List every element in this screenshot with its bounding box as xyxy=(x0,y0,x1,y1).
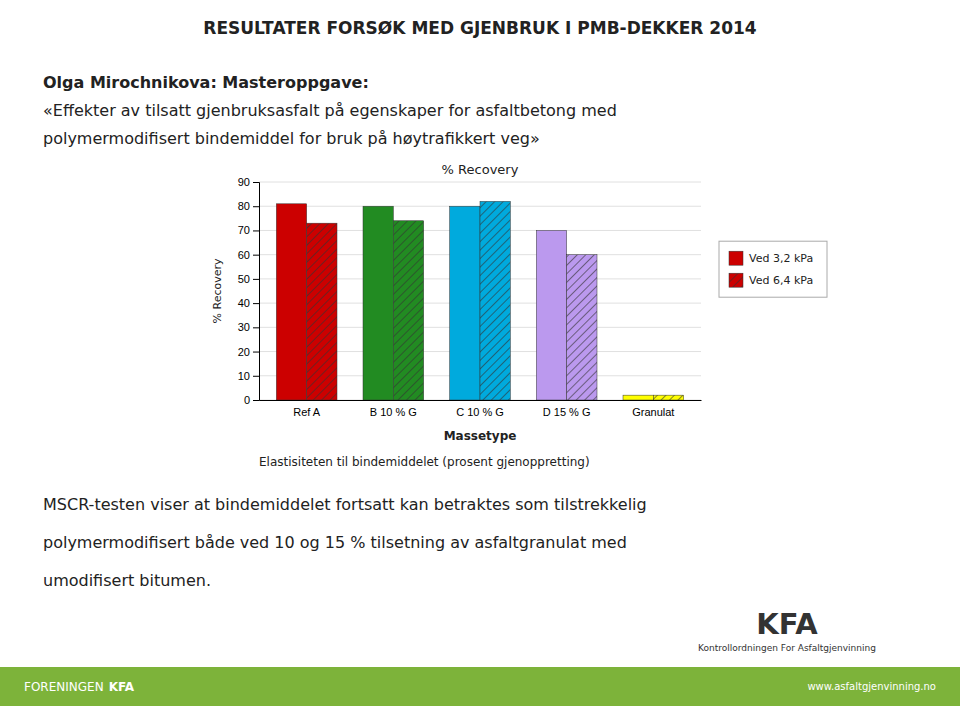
x-tick-label: C 10 % G xyxy=(456,406,504,418)
legend-swatch xyxy=(729,251,743,265)
y-tick-mark xyxy=(253,230,259,231)
bar xyxy=(276,204,306,400)
bar xyxy=(393,221,423,400)
x-tick-label: Granulat xyxy=(632,406,674,418)
x-tick: D 15 % G xyxy=(543,400,591,418)
y-tick: 0 xyxy=(244,394,259,406)
logo-subtext: Kontrollordningen For Asfaltgjenvinning xyxy=(698,643,876,653)
x-axis: Ref A B 10 % G C 10 % G D 15 % G Granulat xyxy=(260,400,702,418)
chart-page: RESULTATER FORSØK MED GJENBRUK I PMB-DEK… xyxy=(0,0,960,706)
y-tick-label: 70 xyxy=(238,224,250,236)
y-tick-label: 0 xyxy=(244,394,250,406)
grid xyxy=(259,182,701,400)
subtitle: «Effekter av tilsatt gjenbruksasfalt på … xyxy=(43,101,617,120)
y-tick: 20 xyxy=(238,346,259,358)
bar xyxy=(623,395,653,400)
x-axis-title: Massetype xyxy=(444,429,517,443)
x-tick-label: B 10 % G xyxy=(370,406,417,418)
legend-item: Ved 3,2 kPa xyxy=(729,251,813,265)
logo-text: KFA xyxy=(756,607,818,641)
legend-item: Ved 6,4 kPa xyxy=(729,273,813,287)
legend-label: Ved 6,4 kPa xyxy=(749,274,813,287)
y-tick-mark xyxy=(253,255,259,256)
y-tick-mark xyxy=(253,206,259,207)
y-tick: 60 xyxy=(238,249,259,261)
y-tick-label: 50 xyxy=(238,273,250,285)
y-tick: 40 xyxy=(238,297,259,309)
x-tick-label: Ref A xyxy=(293,406,321,418)
y-tick-mark xyxy=(253,279,259,280)
chart-title: % Recovery xyxy=(442,162,519,177)
caption: Elastisiteten til bindemiddelet (prosent… xyxy=(259,455,590,469)
y-tick: 90 xyxy=(238,176,259,188)
footer-right: www.asfaltgjenvinning.no xyxy=(807,681,936,692)
y-tick-label: 40 xyxy=(238,297,250,309)
legend-swatch xyxy=(729,273,743,287)
y-tick: 50 xyxy=(238,273,259,285)
y-axis: 0 10 20 30 40 50 60 70 80 90 xyxy=(238,176,260,406)
subtitle: Olga Mirochnikova: Masteroppgave: xyxy=(43,73,369,92)
y-tick-label: 80 xyxy=(238,200,250,212)
bar xyxy=(450,206,480,400)
y-tick: 30 xyxy=(238,321,259,333)
y-tick-label: 60 xyxy=(238,249,250,261)
footer-left: FORENINGEN KFA xyxy=(24,680,135,694)
bar xyxy=(307,223,337,400)
bar xyxy=(567,255,597,400)
x-tick-label: D 15 % G xyxy=(543,406,591,418)
legend-label: Ved 3,2 kPa xyxy=(749,252,813,265)
y-tick: 70 xyxy=(238,224,259,236)
bars xyxy=(276,201,683,400)
grid-line xyxy=(259,182,701,183)
body-text: polymermodifisert både ved 10 og 15 % ti… xyxy=(43,533,627,552)
body-text: umodifisert bitumen. xyxy=(43,571,211,590)
y-tick: 10 xyxy=(238,370,259,382)
bar xyxy=(653,395,683,400)
body-text: MSCR-testen viser at bindemiddelet forts… xyxy=(43,495,647,514)
plot: 0 10 20 30 40 50 60 70 80 90 Ref A B 10 % G C 10 % G… xyxy=(211,162,702,443)
y-tick-mark xyxy=(253,352,259,353)
footer: FORENINGEN KFA www.asfaltgjenvinning.no xyxy=(0,667,960,706)
y-tick-label: 90 xyxy=(238,176,250,188)
y-tick-mark xyxy=(253,303,259,304)
y-axis-line xyxy=(253,183,260,401)
legend: Ved 3,2 kPa Ved 6,4 kPa xyxy=(719,241,827,297)
title: RESULTATER FORSØK MED GJENBRUK I PMB-DEK… xyxy=(203,18,756,38)
bar xyxy=(480,201,510,400)
y-tick-label: 30 xyxy=(238,321,250,333)
y-tick-label: 20 xyxy=(238,346,250,358)
y-tick-label: 10 xyxy=(238,370,250,382)
x-tick: Granulat xyxy=(632,400,674,418)
x-tick: B 10 % G xyxy=(370,400,417,418)
x-tick: Ref A xyxy=(293,400,321,418)
y-axis-title: % Recovery xyxy=(211,258,224,323)
legend-frame xyxy=(719,241,827,297)
y-tick-mark xyxy=(253,182,259,183)
x-axis-line xyxy=(260,400,702,401)
bar xyxy=(363,206,393,400)
y-tick-mark xyxy=(253,400,259,401)
x-tick: C 10 % G xyxy=(456,400,504,418)
bar xyxy=(536,230,566,400)
subtitle: polymermodifisert bindemiddel for bruk p… xyxy=(43,129,540,148)
footer-left-normal: FORENINGEN xyxy=(24,680,104,694)
y-tick-mark xyxy=(253,327,259,328)
footer-left-bold: KFA xyxy=(109,680,135,694)
y-tick-mark xyxy=(253,376,259,377)
y-tick: 80 xyxy=(238,200,259,212)
footer-bar xyxy=(0,667,960,706)
